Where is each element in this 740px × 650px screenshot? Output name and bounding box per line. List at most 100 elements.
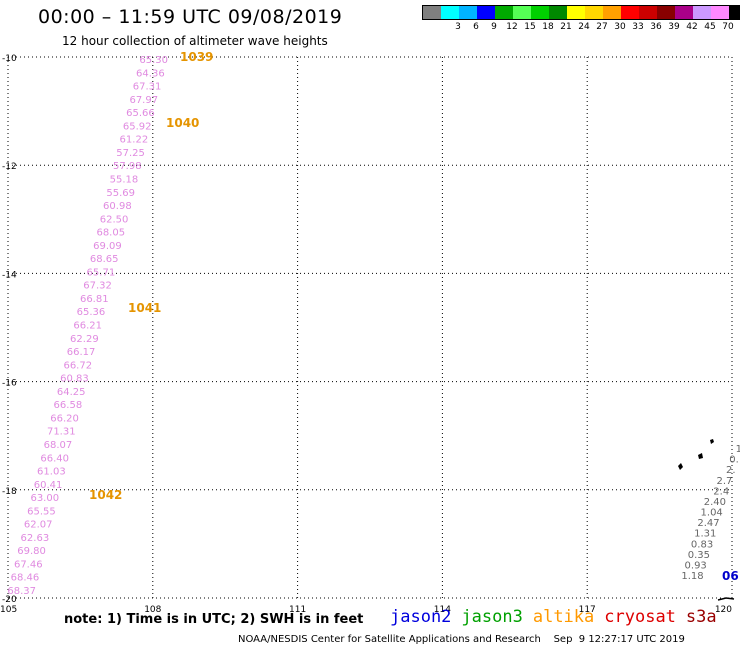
swh-label-pink: 66.81 (80, 294, 109, 305)
satellite-jason2: jason2 (390, 607, 452, 627)
island-shape (698, 453, 703, 459)
swh-label-pink: 66.17 (67, 347, 96, 358)
swh-label-pink: 64.36 (136, 68, 165, 79)
swh-label-pink: 65.71 (87, 267, 116, 278)
swh-label-pink: 62.50 (100, 214, 129, 225)
swh-label-pink: 65.92 (123, 121, 152, 132)
island-coastline (678, 439, 735, 601)
legend-swatch (423, 6, 441, 19)
legend-swatch (657, 6, 675, 19)
time-label: 1039 (180, 50, 213, 64)
swh-label-pink: 61.03 (37, 467, 66, 478)
satellite-cryosat: cryosat (604, 607, 676, 627)
legend-swatch (567, 6, 585, 19)
chart-title: 00:00 – 11:59 UTC 09/08/2019 (38, 6, 343, 28)
footer-note: note: 1) Time is in UTC; 2) SWH is in fe… (64, 612, 364, 627)
swh-label-pink: 68.46 (11, 573, 40, 584)
swh-label-pink: 55.18 (110, 174, 139, 185)
swh-label-pink: 65.36 (77, 307, 106, 318)
swh-label-pink: 57.25 (116, 148, 145, 159)
coastline-segment (717, 597, 735, 601)
lat-tick-label: -18 (2, 487, 17, 497)
legend-label: 33 (632, 22, 644, 32)
swh-label-pink: 62.63 (21, 533, 50, 544)
legend-label: 42 (686, 22, 698, 32)
legend-label: 70 (722, 22, 734, 32)
swh-label-gray: 1.04 (701, 508, 723, 519)
swh-label-pink: 67.97 (129, 95, 158, 106)
legend-swatch (693, 6, 711, 19)
swh-label-pink: 66.21 (73, 321, 102, 332)
lon-tick-label: 108 (144, 605, 161, 615)
lat-tick-label: -14 (2, 270, 17, 280)
legend-label: 36 (650, 22, 662, 32)
legend-label: 45 (704, 22, 716, 32)
legend-swatch (621, 6, 639, 19)
swh-label-pink: 69.09 (93, 241, 122, 252)
legend-swatch (639, 6, 657, 19)
swh-label-pink: 60.83 (60, 374, 89, 385)
swh-label-pink: 66.58 (54, 400, 83, 411)
lon-tick-label: 117 (579, 605, 596, 615)
lat-tick-label: -10 (2, 54, 17, 64)
time-label: 1040 (166, 116, 199, 130)
swh-label-pink: 55.69 (106, 188, 135, 199)
swh-label-pink: 62.07 (24, 520, 53, 531)
swh-label-pink: 65.30 (139, 55, 168, 66)
legend-swatch (585, 6, 603, 19)
swh-label-pink: 60.98 (103, 201, 132, 212)
altimeter-tracks: 65.30 64.36 67.31 67.97 65.66 65.92 61.22 57.25… (7, 55, 740, 597)
legend-label: 39 (668, 22, 680, 32)
satellite-altika: altika (532, 607, 595, 627)
credit-line: NOAA/NESDIS Center for Satellite Applica… (238, 634, 685, 645)
swh-label-gray: 2.4 (713, 486, 729, 497)
swh-label-pink: 68.37 (7, 586, 36, 597)
grid-lines (7, 56, 733, 599)
swh-label-gray: 0. (729, 455, 739, 466)
legend-label: 3 (455, 22, 461, 32)
island-shape (710, 439, 714, 444)
lat-tick-label: -16 (2, 379, 17, 389)
legend-swatch (549, 6, 567, 19)
legend-label: 6 (473, 22, 479, 32)
swh-label-gray: 2. (726, 465, 736, 476)
swh-label-pink: 71.31 (47, 427, 76, 438)
lat-tick-label: -20 (2, 595, 17, 605)
swh-label-pink: 66.20 (50, 413, 79, 424)
swh-label-pink: 67.31 (133, 82, 162, 93)
legend-swatch (603, 6, 621, 19)
legend-label: 27 (596, 22, 608, 32)
swh-label-gray: 0.93 (685, 560, 707, 571)
satellite-legend: jason2 jason3 altika cryosat s3a (390, 607, 727, 627)
time-label: 1042 (89, 488, 122, 502)
lon-tick-label: 114 (434, 605, 451, 615)
swh-label-pink: 63.00 (30, 493, 59, 504)
legend-color-bar (422, 5, 740, 20)
legend-swatch (729, 6, 740, 19)
lon-tick-label: 105 (0, 605, 17, 615)
legend-swatch (513, 6, 531, 19)
swh-label-gray: 1.31 (694, 529, 716, 540)
legend-swatch (675, 6, 693, 19)
chart-subtitle: 12 hour collection of altimeter wave hei… (62, 34, 328, 48)
swh-label-pink: 68.07 (44, 440, 73, 451)
legend-swatch (711, 6, 729, 19)
swh-label-gray: 0.83 (691, 539, 713, 550)
time-labels: 1039 1040 1041 1042 06 (89, 50, 739, 583)
legend-label: 30 (614, 22, 626, 32)
swh-label-pink: 60.41 (34, 480, 63, 491)
swh-label-gray: 0.35 (688, 550, 710, 561)
swh-label-pink: 67.32 (83, 281, 112, 292)
swh-label-gray: 1 (736, 444, 740, 455)
swh-label-gray: 2.47 (697, 518, 719, 529)
legend-label: 24 (578, 22, 590, 32)
swh-label-gray: 2.40 (704, 497, 726, 508)
swh-label-pink: 62.29 (70, 334, 99, 345)
legend-swatch (441, 6, 459, 19)
legend-label: 12 (506, 22, 518, 32)
swh-label-pink: 65.66 (126, 108, 155, 119)
